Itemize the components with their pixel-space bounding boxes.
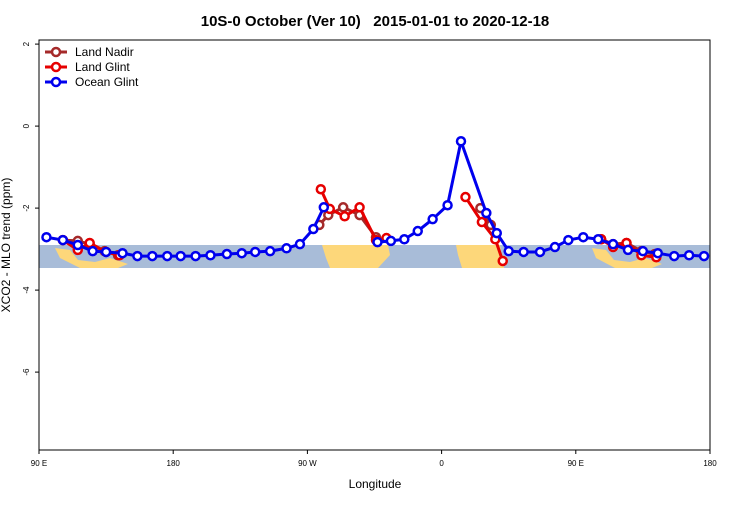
point (57, 234, 69, 246)
point (549, 241, 561, 253)
x-tick-label: 90 E (568, 459, 584, 468)
y-tick-label: -2 (22, 204, 31, 212)
point (337, 202, 349, 213)
y-tick-label: 2 (22, 41, 31, 46)
point (100, 246, 112, 258)
legend-label: Land Nadir (75, 45, 134, 59)
point (372, 236, 383, 248)
point (84, 237, 95, 249)
point (491, 227, 503, 239)
point (281, 243, 292, 254)
plot-frame (38, 39, 711, 451)
point (308, 223, 319, 235)
point (190, 250, 201, 262)
point (563, 234, 574, 246)
point (399, 234, 410, 245)
y-tick-label: -6 (22, 368, 31, 376)
point (294, 238, 306, 250)
point (518, 246, 529, 258)
x-tick-label: 0 (439, 459, 444, 468)
point (592, 234, 604, 245)
point (578, 231, 589, 243)
point (497, 255, 508, 267)
point (652, 247, 664, 259)
point (607, 238, 619, 250)
x-tick-label: 90 W (298, 459, 317, 468)
point (147, 250, 158, 262)
point (460, 191, 471, 203)
point (221, 248, 233, 260)
point (412, 225, 423, 237)
point (236, 247, 248, 259)
legend-marker (50, 76, 62, 88)
point (683, 250, 695, 261)
land (456, 245, 504, 268)
point (637, 245, 649, 257)
point (427, 213, 438, 225)
series (41, 136, 710, 262)
point (698, 250, 710, 262)
point (175, 250, 186, 262)
point (385, 235, 397, 247)
legend-marker (50, 61, 62, 73)
y-tick-label: -4 (22, 286, 31, 294)
x-axis-label: Longitude (349, 477, 402, 491)
point (87, 245, 98, 257)
land (592, 248, 662, 268)
point (161, 250, 173, 262)
y-tick-label: 0 (22, 123, 31, 128)
point (442, 199, 453, 211)
point (41, 231, 52, 243)
point (503, 245, 514, 257)
point (264, 245, 276, 257)
point (339, 211, 350, 222)
point (622, 244, 634, 256)
point (315, 183, 327, 195)
x-tick-label: 180 (703, 459, 717, 468)
point (354, 202, 365, 213)
point (668, 250, 680, 262)
point (318, 202, 330, 213)
legend-marker (50, 46, 62, 58)
point (534, 246, 546, 258)
point (205, 250, 216, 261)
point (72, 239, 84, 251)
point (481, 207, 492, 219)
point (249, 246, 261, 258)
legend-label: Ocean Glint (75, 75, 139, 89)
point (117, 247, 128, 259)
land (55, 248, 128, 268)
land (322, 245, 390, 268)
point (132, 250, 143, 262)
point (455, 136, 467, 147)
x-tick-label: 90 E (31, 459, 47, 468)
y-axis-label: XCO2 - MLO trend (ppm) (0, 178, 13, 313)
x-tick-label: 180 (167, 459, 181, 468)
point (476, 216, 488, 228)
legend-label: Land Glint (75, 60, 130, 74)
chart-title: 10S-0 October (Ver 10) 2015-01-01 to 202… (201, 13, 550, 30)
